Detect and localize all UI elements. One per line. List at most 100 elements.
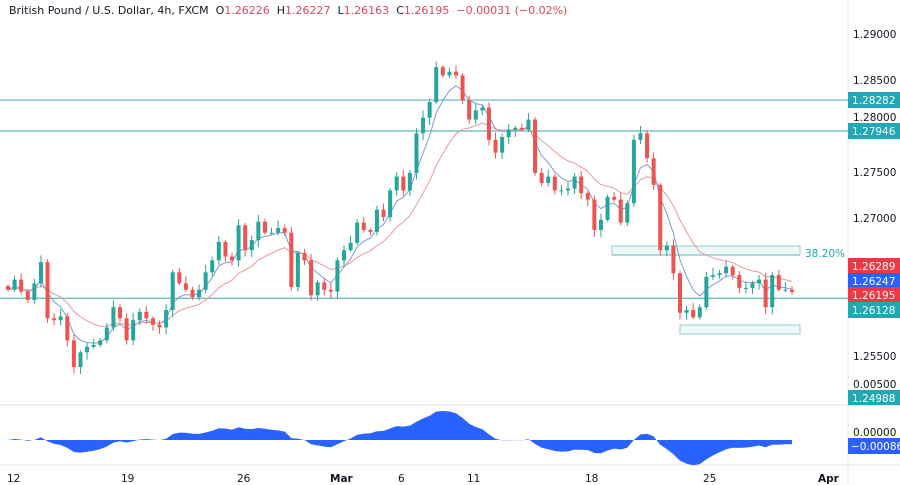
candle-body: [368, 229, 373, 232]
oscillator-tick-label: 0.00500: [853, 379, 896, 391]
low-label: L: [337, 4, 344, 17]
candle-body: [262, 221, 267, 233]
candle-body: [269, 232, 274, 234]
price-tag: [848, 287, 900, 302]
candle-body: [361, 222, 366, 230]
price-tag-label: 1.26247: [852, 276, 895, 288]
candle-body: [697, 307, 702, 318]
candle-body: [618, 199, 623, 223]
candle-body: [572, 176, 577, 189]
candle-body: [500, 137, 505, 153]
candle-body: [724, 266, 729, 274]
candle-body: [58, 316, 63, 321]
high-value: 1.26227: [285, 4, 331, 17]
price-tag: [848, 273, 900, 288]
candle-body: [170, 272, 175, 310]
candle-body: [150, 318, 155, 325]
candle-body: [388, 190, 393, 218]
candle-body: [710, 275, 715, 277]
candle-body: [124, 318, 129, 341]
close-label: C: [396, 4, 404, 17]
candle-body: [282, 228, 287, 233]
candle-body: [513, 127, 518, 130]
candle-body: [6, 286, 10, 290]
candle-body: [71, 340, 76, 368]
symbol-title: British Pound / U.S. Dollar, 4h, FXCM: [9, 4, 209, 17]
low-value: 1.26163: [343, 4, 390, 17]
chart-header: British Pound / U.S. Dollar, 4h, FXCM O 1…: [9, 4, 567, 17]
candle-body: [203, 272, 208, 290]
time-tick-label: 6: [398, 473, 405, 485]
candle-body: [566, 188, 570, 191]
candle-body: [579, 176, 584, 194]
candle-body: [309, 260, 314, 296]
level-price-tag: [848, 302, 900, 318]
price-tag-label: 1.24988: [852, 393, 895, 405]
candle-body: [111, 307, 116, 328]
oscillator-value-tag-label: −0.00086: [851, 441, 900, 453]
candle-body: [342, 250, 346, 261]
candle-body: [335, 260, 340, 292]
price-tick-label: 1.25500: [853, 351, 896, 363]
candle-body: [216, 241, 221, 261]
candle-body: [460, 75, 465, 101]
candle-body: [421, 117, 426, 134]
change-value: −0.00031 (−0.02%): [456, 4, 568, 17]
candle-body: [38, 262, 43, 284]
candle-body: [750, 283, 755, 288]
candle-body: [506, 129, 511, 138]
candle-body: [737, 275, 742, 288]
candle-body: [783, 289, 788, 291]
price-tag: [848, 390, 900, 405]
candle-body: [223, 241, 228, 257]
candle-body: [25, 291, 30, 300]
candle-body: [704, 276, 709, 308]
candle-body: [131, 320, 136, 341]
candle-body: [552, 176, 557, 191]
candle-body: [32, 283, 37, 300]
level-price-tag: [848, 92, 900, 108]
candle-body: [743, 287, 748, 289]
time-tick-label: 26: [237, 473, 251, 485]
candle-body: [414, 133, 419, 173]
candle-body: [243, 225, 248, 251]
candle-body: [381, 209, 386, 218]
candle-body: [763, 279, 768, 308]
price-tick-label: 1.27500: [853, 167, 896, 179]
candle-body: [717, 273, 722, 276]
close-value: 1.26195: [403, 4, 450, 17]
candle-body: [638, 133, 643, 140]
candle-body: [790, 289, 794, 293]
time-tick-label: 25: [703, 473, 716, 485]
candle-body: [91, 344, 96, 347]
candle-body: [440, 67, 445, 76]
candle-body: [78, 352, 83, 368]
candle-body: [776, 275, 781, 290]
candle-body: [348, 242, 353, 251]
candle-body: [625, 203, 630, 223]
level-price-tag-label: 1.28282: [852, 95, 895, 107]
candle-body: [533, 119, 538, 173]
candle-body: [486, 107, 491, 140]
candle-body: [678, 273, 682, 313]
candle-body: [137, 311, 142, 321]
candle-body: [374, 209, 379, 232]
price-tag: [848, 258, 900, 273]
candle-body: [493, 139, 498, 153]
candle-body: [407, 172, 412, 191]
slow-moving-average-line: [7, 122, 793, 327]
candle-body: [190, 289, 195, 298]
time-tick-label: 12: [7, 473, 20, 485]
price-tag-label: 1.26289: [852, 261, 895, 273]
level-price-tag: [848, 123, 900, 139]
candle-body: [757, 279, 762, 284]
candle-body: [671, 245, 676, 274]
candle-body: [177, 272, 182, 284]
candle-body: [631, 139, 636, 204]
candle-body: [559, 190, 564, 192]
candle-body: [691, 310, 696, 318]
open-label: O: [215, 4, 225, 17]
candle-body: [394, 176, 399, 191]
candle-body: [401, 176, 406, 191]
